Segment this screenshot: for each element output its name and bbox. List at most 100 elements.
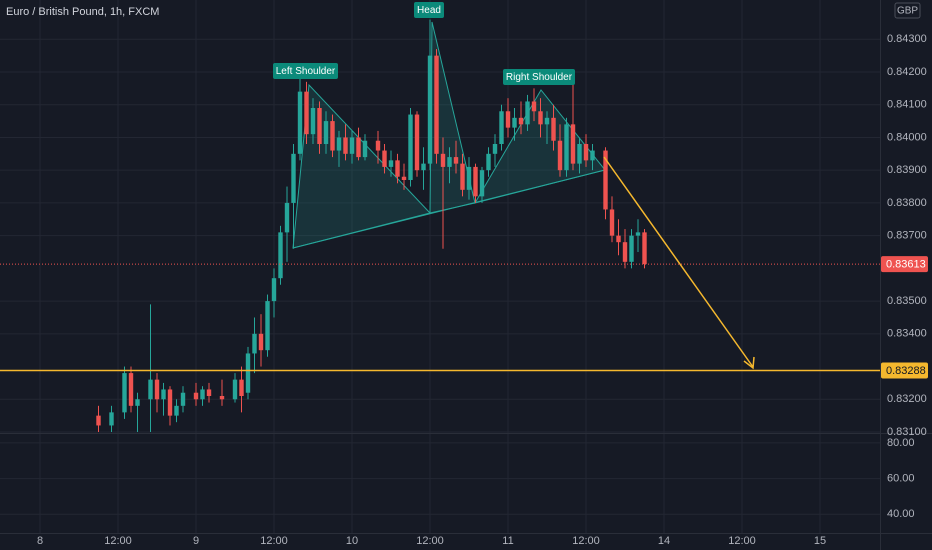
- grid: [0, 0, 880, 533]
- x-tick-label: 12:00: [728, 535, 756, 547]
- x-tick-label: 9: [193, 535, 199, 547]
- x-tick-label: 15: [814, 535, 826, 547]
- neckline: [292, 169, 606, 249]
- candle-body: [258, 333, 264, 351]
- y-tick-label: 0.84300: [887, 33, 927, 45]
- candle-body: [583, 144, 589, 161]
- currency-box: [894, 2, 921, 19]
- candle-body: [245, 353, 251, 393]
- candle-body: [239, 379, 244, 396]
- x-tick-label: 12:00: [416, 535, 444, 547]
- candle-body: [148, 379, 153, 400]
- annotation-box: [414, 2, 444, 18]
- candles: [0, 19, 880, 432]
- candle-body: [167, 389, 173, 416]
- annotation-label: Head: [417, 5, 441, 16]
- candle-body: [206, 389, 212, 396]
- price-tags: 0.83288 0.83613: [881, 256, 928, 379]
- candle-body: [538, 111, 543, 125]
- candle-body: [479, 170, 485, 197]
- candle-body: [609, 209, 615, 236]
- candle-body: [219, 396, 225, 400]
- candle-body: [557, 140, 563, 171]
- candle-body: [109, 412, 114, 426]
- candle-body: [232, 379, 238, 400]
- candle-body: [440, 153, 446, 167]
- candle-body: [135, 399, 140, 406]
- candle-body: [382, 150, 387, 167]
- candle-body: [330, 121, 335, 151]
- annotations: Left Shoulder Head Right Shoulder: [273, 2, 575, 85]
- candle-body: [616, 235, 621, 243]
- candle-body: [323, 121, 329, 144]
- candle-body: [193, 392, 199, 400]
- y-tick-label: 0.83500: [887, 295, 927, 307]
- candle-body: [122, 373, 127, 413]
- y-tick-label: 0.84000: [887, 131, 927, 143]
- annotation-label: Right Shoulder: [506, 72, 573, 83]
- candle-body: [642, 232, 647, 265]
- candle-body: [427, 55, 433, 164]
- y-tick-label: 0.84100: [887, 99, 927, 111]
- currency-label: GBP: [897, 6, 918, 17]
- x-tick-label: 14: [658, 535, 670, 547]
- y-tick-label: 0.83100: [887, 426, 927, 438]
- candle-body: [297, 91, 303, 154]
- x-tick-label: 11: [502, 535, 513, 547]
- candle-body: [622, 242, 628, 262]
- candle-body: [525, 101, 530, 125]
- annotation-box: [503, 69, 575, 85]
- candle-body: [356, 137, 361, 158]
- candle-body: [349, 137, 355, 154]
- candle-body: [466, 166, 472, 190]
- candle-body: [304, 91, 309, 135]
- candle-body: [486, 153, 491, 171]
- candle-body: [460, 163, 465, 190]
- arrow-line: [603, 156, 754, 368]
- candle-body: [96, 415, 101, 426]
- lower-y-tick-label: 80.00: [887, 437, 915, 449]
- candle-body: [492, 144, 498, 154]
- x-tick-label: 10: [346, 535, 358, 547]
- candle-body: [421, 163, 426, 171]
- candle-body: [388, 160, 394, 167]
- annotation-label: Left Shoulder: [276, 66, 336, 77]
- candle-body: [570, 124, 576, 164]
- candle-body: [278, 232, 283, 279]
- candle-body: [200, 389, 205, 400]
- candle-body: [512, 117, 517, 128]
- y-tick-label: 0.83900: [887, 164, 927, 176]
- x-tick-label: 12:00: [104, 535, 132, 547]
- candle-body: [375, 140, 381, 151]
- candle-body: [635, 232, 641, 236]
- last-price-tag-label: 0.83613: [886, 259, 926, 271]
- y-tick-label: 0.84200: [887, 66, 927, 78]
- candle-body: [336, 137, 342, 151]
- candle-body: [544, 117, 550, 125]
- candle-body: [518, 117, 524, 125]
- candle-body: [180, 392, 186, 406]
- candle-body: [362, 140, 368, 158]
- candle-body: [401, 176, 407, 180]
- candle-body: [174, 405, 179, 416]
- candle-body: [252, 333, 257, 354]
- candle-body: [271, 278, 277, 302]
- candle-body: [629, 235, 634, 262]
- candle-body: [564, 124, 569, 171]
- target-tag: [881, 362, 928, 379]
- candle-body: [505, 111, 511, 128]
- y-tick-label: 0.83200: [887, 393, 927, 405]
- y-tick-label: 0.83400: [887, 328, 927, 340]
- candle-body: [265, 301, 270, 351]
- candle-body: [590, 150, 595, 161]
- x-tick-label: 8: [37, 535, 43, 547]
- x-tick-label: 12:00: [260, 535, 288, 547]
- projection-arrow: [603, 156, 755, 370]
- candle-body: [343, 137, 348, 154]
- candle-body: [128, 373, 134, 406]
- candle-body: [284, 202, 290, 233]
- candle-body: [603, 150, 608, 210]
- candle-body: [161, 389, 166, 400]
